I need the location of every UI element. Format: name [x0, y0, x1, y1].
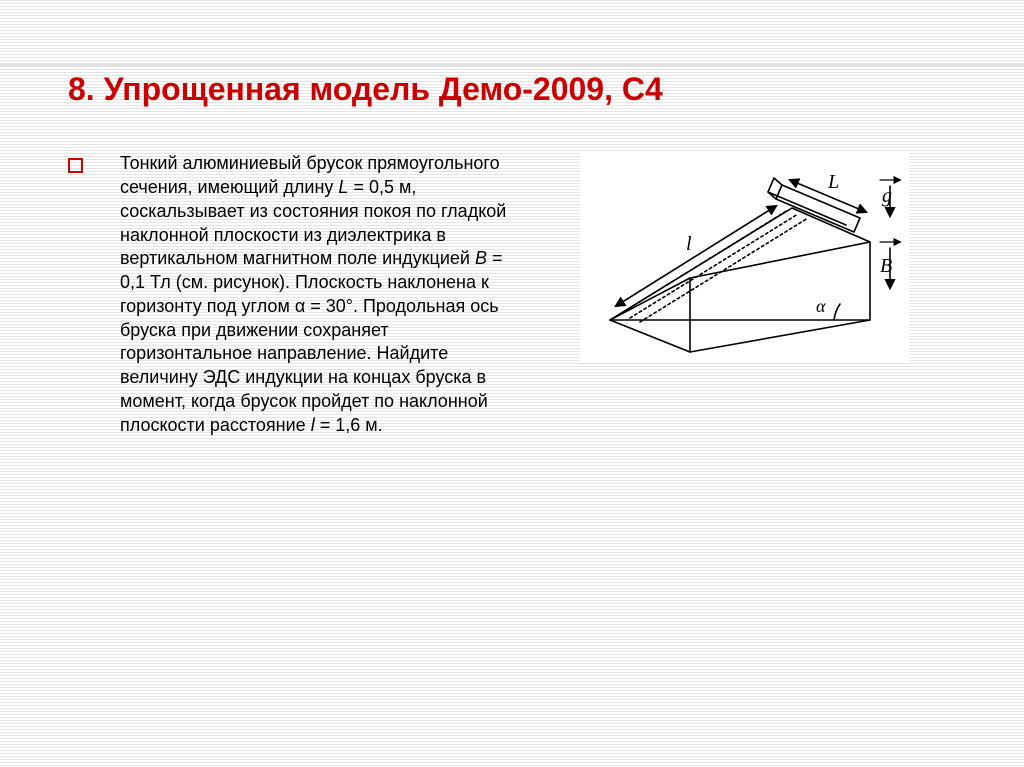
inclined-plane-diagram: L l α g B: [580, 152, 910, 362]
label-alpha: α: [816, 296, 826, 316]
bullet-column: [68, 152, 96, 173]
problem-text: Тонкий алюминиевый брусок прямоугольного…: [120, 152, 510, 437]
label-B: B: [880, 255, 892, 277]
label-l: l: [686, 233, 692, 255]
horizontal-rule: [0, 64, 1024, 66]
figure-column: L l α g B: [534, 152, 956, 362]
square-bullet-icon: [68, 158, 83, 173]
slide: 8. Упрощенная модель Демо-2009, С4 Тонки…: [0, 0, 1024, 767]
label-g: g: [882, 185, 892, 207]
label-L: L: [827, 171, 839, 193]
content-row: Тонкий алюминиевый брусок прямоугольного…: [68, 152, 956, 437]
slide-title: 8. Упрощенная модель Демо-2009, С4: [68, 70, 956, 108]
